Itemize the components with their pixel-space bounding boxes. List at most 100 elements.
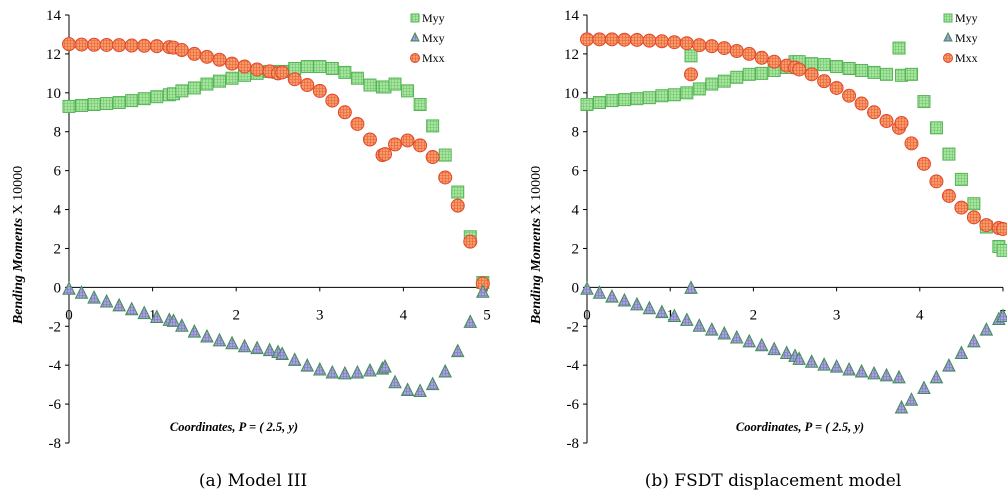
y-tick-label: -8 [567, 436, 580, 452]
chart-panel-b: Bending Moments X 10000 -8-6-4-202468101… [529, 8, 1007, 491]
point-myy [742, 67, 756, 81]
point-mxy [413, 383, 427, 397]
series-myy [62, 60, 490, 289]
legend-item-myy: Myy [943, 11, 978, 25]
y-tick-label: 12 [564, 47, 579, 63]
legend-label-myy: Myy [422, 11, 445, 25]
point-mxx [300, 78, 315, 93]
point-myy [967, 197, 981, 211]
y-tick-label: -2 [567, 319, 580, 335]
point-myy [313, 60, 327, 74]
point-mxx [604, 32, 619, 47]
x-tick-label: 0 [583, 307, 591, 323]
point-mxy [338, 365, 352, 380]
series-myy [580, 41, 1007, 257]
legend-label-mxx: Mxx [955, 51, 978, 65]
point-mxy [325, 364, 340, 379]
point-myy [112, 96, 126, 110]
point-myy [62, 99, 76, 113]
legend-item-mxx: Mxx [943, 51, 978, 65]
point-mxy [817, 357, 831, 371]
y-tick-label: 10 [46, 86, 61, 102]
point-myy [755, 66, 769, 80]
point-mxy [617, 292, 632, 307]
point-myy [929, 121, 943, 135]
point-mxx [729, 43, 744, 58]
point-mxy [363, 362, 377, 377]
point-mxy [287, 352, 302, 366]
point-mxx [654, 34, 669, 49]
point-myy [592, 96, 606, 110]
point-mxx [916, 156, 931, 171]
point-myy [817, 58, 831, 72]
y-tick-label: 6 [54, 164, 62, 180]
point-mxx [438, 170, 453, 185]
point-mxy [200, 328, 214, 343]
legend-label-mxy: Mxy [422, 31, 445, 45]
point-mxy [942, 358, 956, 372]
point-mxx [804, 67, 819, 82]
point-myy [451, 185, 465, 199]
point-mxx [337, 105, 352, 120]
point-mxy [124, 301, 139, 316]
point-mxx [149, 39, 164, 54]
point-mxx [642, 33, 657, 48]
y-tick-label: -4 [567, 358, 580, 374]
y-axis-title-bold-b: Bending Moments [529, 217, 544, 325]
svg-text:Bending Moments X 10000: Bending Moments X 10000 [529, 166, 544, 325]
point-mxx [817, 74, 832, 89]
x-axis-title-b: Coordinates, P = ( 2.5, y) [736, 420, 864, 434]
y-tick-label: 2 [54, 241, 62, 257]
point-mxy [717, 325, 732, 340]
point-myy [413, 97, 427, 111]
point-mxy [879, 367, 894, 382]
point-myy [730, 70, 744, 84]
point-mxx [754, 50, 769, 65]
y-tick-label: 2 [572, 241, 580, 257]
point-mxy [779, 345, 794, 360]
point-myy [904, 67, 918, 81]
point-mxx [87, 37, 102, 52]
legend-marker-mxy [943, 31, 953, 42]
point-mxy [904, 392, 919, 406]
point-mxy [692, 318, 707, 332]
y-tick-label: 14 [564, 8, 580, 24]
point-myy [996, 243, 1007, 257]
point-mxy [767, 341, 782, 356]
point-mxx [124, 38, 139, 53]
y-tick-label: -6 [49, 397, 62, 413]
point-myy [717, 74, 731, 88]
y-tick-label: 8 [572, 125, 580, 141]
point-mxy [792, 351, 806, 365]
point-myy [225, 71, 239, 85]
point-myy [325, 62, 339, 75]
y-tick-label: -6 [567, 397, 580, 413]
point-mxx [275, 65, 290, 80]
point-myy [150, 90, 164, 104]
point-mxx [400, 133, 415, 148]
point-mxy [74, 285, 89, 299]
series-mxy [62, 281, 490, 397]
point-mxx [742, 46, 757, 61]
series-layer-a [62, 37, 490, 397]
point-mxx [842, 88, 857, 103]
point-mxy [867, 365, 881, 380]
point-mxx [199, 49, 214, 64]
point-mxy [729, 329, 744, 344]
point-mxy [580, 281, 594, 295]
x-tick-label: 2 [232, 307, 240, 323]
caption-a: (a) Model III [199, 471, 307, 491]
y-axis-title-b: Bending Moments X 10000 [529, 166, 544, 325]
point-mxy [667, 308, 682, 323]
point-myy [954, 172, 968, 186]
point-myy [75, 98, 89, 112]
point-mxy [137, 305, 152, 320]
point-mxy [400, 382, 415, 396]
legend-label-myy: Myy [955, 11, 978, 25]
point-mxy [350, 364, 365, 379]
series-mxx [580, 32, 1007, 236]
point-mxy [463, 314, 478, 328]
point-mxx [450, 198, 465, 213]
point-mxx [854, 96, 869, 111]
